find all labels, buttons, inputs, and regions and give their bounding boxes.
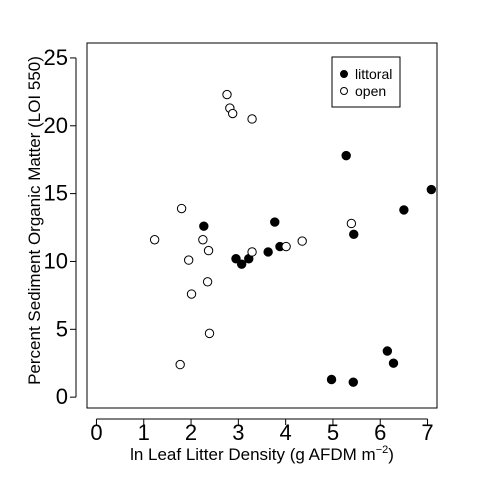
data-point-littoral bbox=[348, 377, 358, 387]
data-point-open bbox=[346, 218, 357, 229]
data-point-open bbox=[198, 235, 208, 245]
data-point-littoral bbox=[270, 217, 280, 227]
data-point-littoral bbox=[388, 358, 399, 368]
data-point-littoral bbox=[341, 150, 351, 161]
data-point-littoral bbox=[263, 247, 273, 257]
y-tick-label: 5 bbox=[56, 316, 68, 341]
data-point-open bbox=[202, 277, 213, 287]
y-tick-label: 0 bbox=[56, 384, 68, 409]
y-axis: 0 5 10 15 20 25 bbox=[44, 45, 77, 409]
data-point-open bbox=[247, 114, 257, 124]
data-point-littoral bbox=[382, 346, 393, 356]
plot-frame bbox=[86, 42, 438, 409]
data-point-open bbox=[222, 89, 232, 100]
x-tick-label: 3 bbox=[232, 420, 244, 445]
data-point-littoral bbox=[199, 221, 209, 231]
data-point-open bbox=[183, 255, 194, 265]
legend-box bbox=[331, 56, 401, 108]
legend-marker-littoral bbox=[340, 70, 348, 78]
data-point-open bbox=[149, 235, 160, 245]
x-axis: 0 1 2 3 4 5 6 7 bbox=[90, 418, 434, 445]
y-tick-label: 20 bbox=[44, 113, 68, 138]
y-tick-label: 10 bbox=[44, 248, 68, 273]
data-point-open bbox=[175, 359, 185, 370]
data-point-open bbox=[203, 245, 214, 256]
data-point-open bbox=[227, 108, 238, 119]
x-tick-label: 5 bbox=[327, 420, 339, 445]
legend-label-littoral: littoral bbox=[355, 66, 392, 82]
legend: littoral open bbox=[331, 56, 401, 108]
legend-label-open: open bbox=[355, 83, 386, 99]
data-point-open bbox=[204, 328, 215, 339]
data-point-littoral bbox=[231, 254, 241, 264]
x-tick-label: 6 bbox=[374, 420, 386, 445]
y-axis-title: Percent Sediment Organic Matter (LOI 550… bbox=[25, 56, 44, 385]
data-point-open bbox=[176, 203, 187, 214]
data-point-littoral bbox=[349, 229, 359, 240]
data-point-littoral bbox=[326, 374, 337, 385]
legend-marker-open bbox=[340, 87, 348, 95]
y-tick-label: 25 bbox=[44, 45, 68, 70]
x-axis-title: ln Leaf Litter Density (g AFDM m−2) bbox=[130, 444, 394, 464]
x-tick-label: 1 bbox=[138, 420, 150, 445]
x-axis-title-superscript: −2 bbox=[376, 444, 389, 456]
x-tick-label: 0 bbox=[90, 420, 102, 445]
x-tick-label: 2 bbox=[185, 420, 197, 445]
data-point-littoral bbox=[426, 184, 437, 195]
x-axis-title-main: ln Leaf Litter Density (g AFDM m bbox=[130, 445, 376, 464]
x-tick-label: 7 bbox=[421, 420, 433, 445]
data-point-littoral bbox=[399, 205, 409, 215]
data-point-open bbox=[186, 289, 197, 299]
y-tick-label: 15 bbox=[44, 181, 68, 206]
data-point-open bbox=[281, 241, 291, 252]
data-point-open bbox=[247, 247, 257, 257]
data-points bbox=[149, 89, 437, 387]
x-tick-label: 4 bbox=[280, 420, 292, 445]
data-point-littoral bbox=[236, 259, 247, 269]
x-axis-title-end: ) bbox=[388, 445, 394, 464]
data-point-open bbox=[297, 236, 307, 246]
